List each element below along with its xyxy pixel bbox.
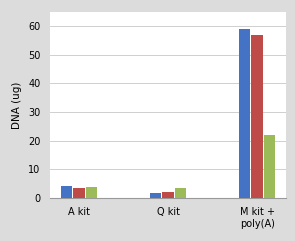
Bar — [73, 188, 85, 198]
Bar — [162, 192, 174, 198]
Bar — [264, 135, 276, 198]
Bar — [86, 187, 97, 198]
Bar — [61, 186, 73, 198]
Bar — [150, 193, 161, 198]
Y-axis label: DNA (ug): DNA (ug) — [12, 81, 22, 128]
Bar — [175, 188, 186, 198]
Bar — [251, 35, 263, 198]
Bar — [239, 29, 250, 198]
